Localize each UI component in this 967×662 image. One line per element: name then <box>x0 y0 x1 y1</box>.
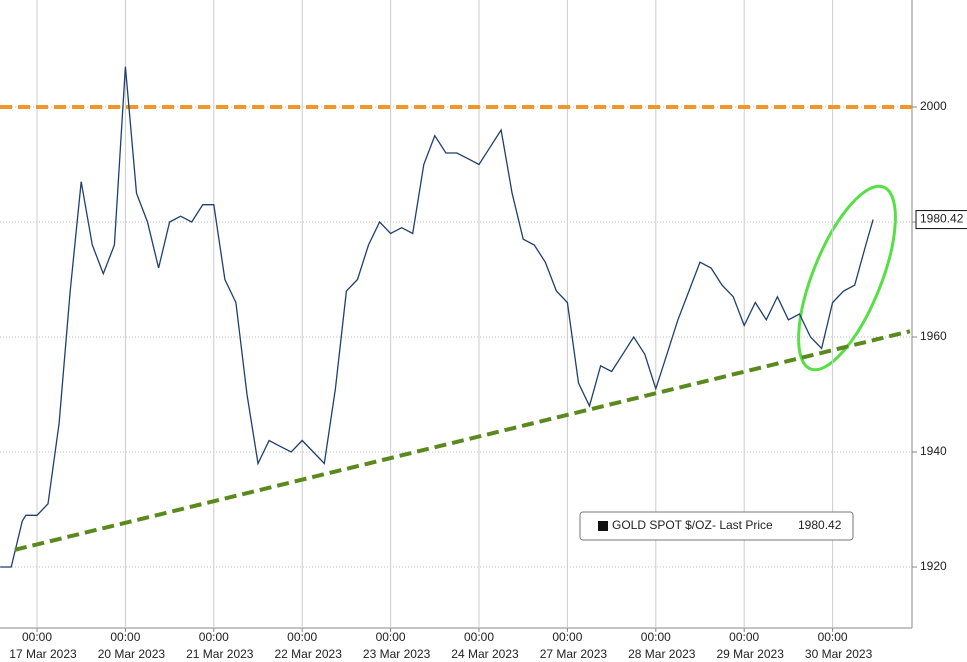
x-date-label: 22 Mar 2023 <box>275 647 343 661</box>
x-date-label: 23 Mar 2023 <box>363 647 431 661</box>
x-date-label: 24 Mar 2023 <box>451 647 519 661</box>
x-tick-label: 00:00 <box>376 630 406 644</box>
x-date-label: 30 Mar 2023 <box>805 647 873 661</box>
x-tick-label: 00:00 <box>818 630 848 644</box>
x-tick-label: 00:00 <box>199 630 229 644</box>
highlight-ellipse <box>797 184 897 372</box>
x-tick-label: 00:00 <box>110 630 140 644</box>
support-line <box>14 329 911 552</box>
x-date-label: 27 Mar 2023 <box>540 647 608 661</box>
y-tick-label: 1960 <box>920 329 947 343</box>
legend-value: 1980.42 <box>798 518 842 532</box>
x-date-label: 17 Mar 2023 <box>9 647 77 661</box>
legend-box <box>579 511 854 541</box>
x-tick-label: 00:00 <box>464 630 494 644</box>
y-tick-label: 1940 <box>920 444 947 458</box>
legend-series-name: GOLD SPOT $/OZ <box>612 518 712 532</box>
y-tick-label: 1920 <box>920 559 947 573</box>
last-price-box <box>915 210 967 230</box>
x-tick-label: 00:00 <box>729 630 759 644</box>
x-tick-label: 00:00 <box>552 630 582 644</box>
legend-swatch <box>598 521 608 531</box>
price-line <box>0 66 874 568</box>
x-tick-label: 00:00 <box>22 630 52 644</box>
last-price-label: 1980.42 <box>920 212 964 226</box>
legend-suffix: - Last Price <box>712 518 773 532</box>
x-date-label: 28 Mar 2023 <box>628 647 696 661</box>
x-tick-label: 00:00 <box>287 630 317 644</box>
x-date-label: 21 Mar 2023 <box>186 647 254 661</box>
y-tick-label: 2000 <box>920 99 947 113</box>
x-tick-label: 00:00 <box>641 630 671 644</box>
x-date-label: 20 Mar 2023 <box>98 647 166 661</box>
x-date-label: 29 Mar 2023 <box>717 647 785 661</box>
